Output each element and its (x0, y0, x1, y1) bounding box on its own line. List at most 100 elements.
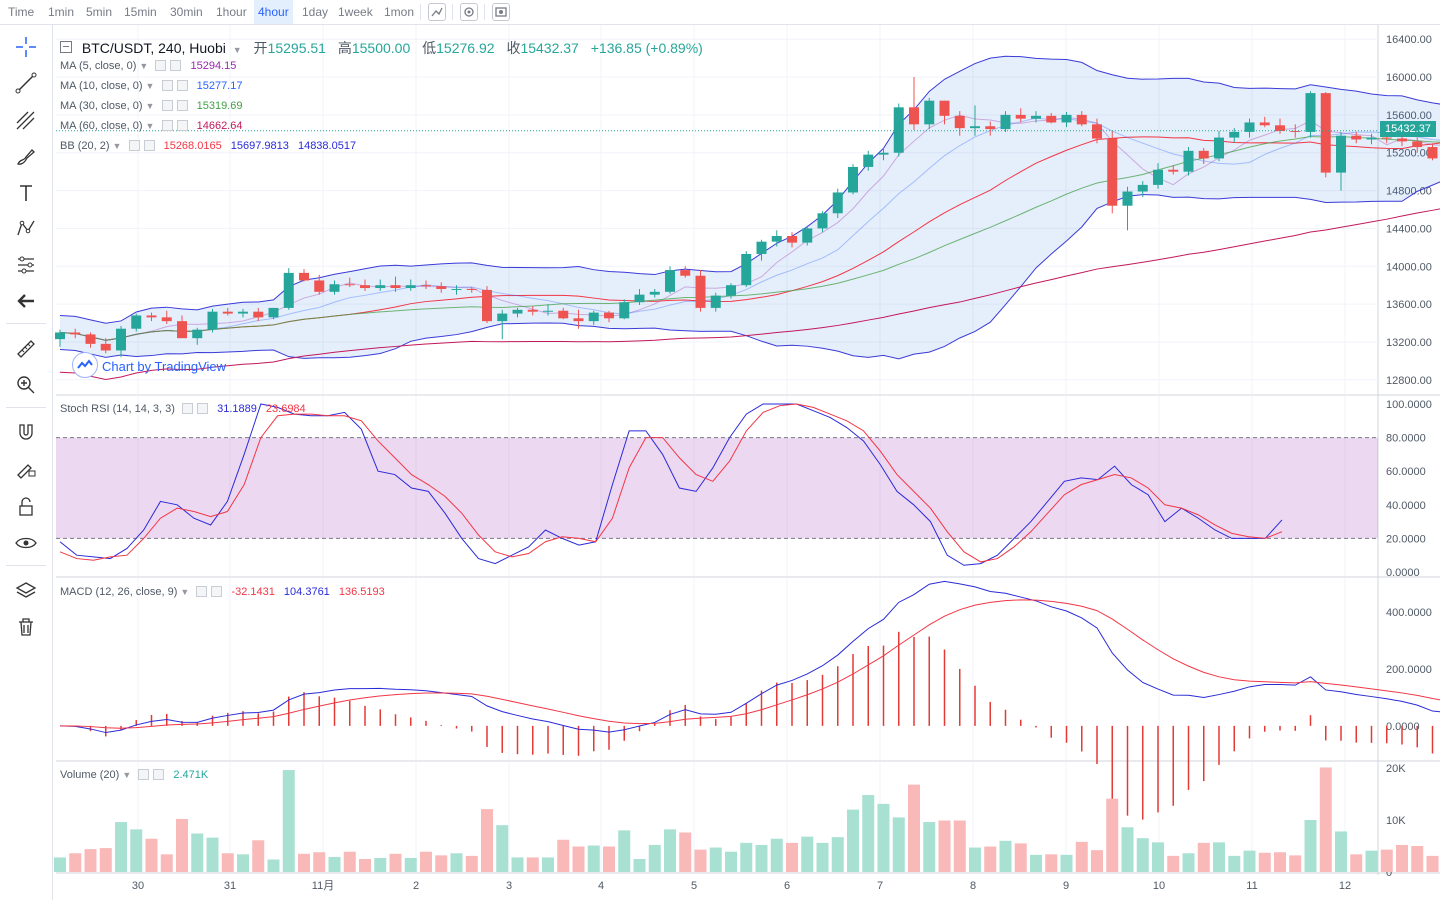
bb-lower-value: 14838.0517 (297, 140, 357, 152)
settings-icon[interactable] (460, 3, 478, 21)
symbol-title[interactable]: BTC/USDT, 240, Huobi (81, 40, 226, 56)
volume-bar (572, 846, 585, 872)
volume-bar (1060, 854, 1073, 872)
ruler-icon[interactable] (12, 335, 40, 363)
volume-bar (633, 859, 646, 872)
screenshot-icon[interactable] (492, 3, 510, 21)
high-value: 15500.00 (351, 40, 411, 56)
back-arrow-icon[interactable] (12, 287, 40, 315)
close-icon[interactable] (211, 586, 223, 597)
indicator-value: 14662.64 (196, 120, 243, 132)
symbol-legend: BTC/USDT, 240, Huobi ▼ 开15295.51 高15500.… (60, 38, 703, 58)
candle-body (1198, 150, 1209, 159)
stoch-k-value: 31.1889 (217, 403, 257, 415)
timeframe-1mon[interactable]: 1mon (384, 5, 415, 19)
settings-icon[interactable] (182, 403, 194, 414)
timeframe-1day[interactable]: 1day (302, 5, 329, 19)
timeframe-30min[interactable]: 30min (170, 5, 203, 19)
candle-body (1183, 150, 1194, 172)
settings-icon[interactable] (161, 120, 173, 131)
trendline-icon[interactable] (12, 69, 40, 97)
time-axis-label: 12 (1339, 880, 1351, 892)
zoom-in-icon[interactable] (12, 371, 40, 399)
pitchfork-icon[interactable] (12, 107, 40, 135)
timeframe-Time[interactable]: Time (8, 5, 35, 19)
chevron-down-icon[interactable]: ▼ (180, 587, 190, 597)
settings-icon[interactable] (155, 60, 167, 71)
collapse-icon[interactable] (60, 41, 72, 53)
chevron-down-icon[interactable]: ▼ (145, 101, 155, 111)
eye-icon[interactable] (12, 529, 40, 557)
candle-body (116, 328, 126, 351)
chevron-down-icon[interactable]: ▼ (122, 770, 132, 780)
close-icon[interactable] (143, 140, 155, 151)
legend-macd[interactable]: MACD (12, 26, close, 9) ▼ -32.1431 104.37… (60, 586, 385, 598)
legend-volume[interactable]: Volume (20) ▼ 2.471K (60, 769, 208, 781)
trash-icon[interactable] (12, 613, 40, 641)
settings-icon[interactable] (161, 80, 173, 91)
chevron-down-icon[interactable]: ▼ (145, 81, 155, 91)
timeframe-4hour[interactable]: 4hour (254, 0, 293, 24)
stoch-axis-label: 40.0000 (1386, 500, 1426, 512)
tradingview-watermark[interactable]: Chart by TradingView (72, 352, 226, 378)
chevron-down-icon[interactable]: ▼ (145, 121, 155, 131)
candle-body (1305, 93, 1316, 132)
indicators-icon[interactable] (428, 3, 446, 21)
close-icon[interactable] (170, 60, 182, 71)
volume-bar (786, 842, 798, 872)
candle-body (161, 317, 172, 322)
candle-body (299, 272, 309, 281)
close-icon[interactable] (153, 769, 165, 780)
timeframe-1hour[interactable]: 1hour (216, 5, 247, 19)
ma60-line (59, 208, 1440, 380)
toolbar-divider (6, 565, 46, 566)
low-label: 低 (422, 40, 437, 56)
chevron-down-icon[interactable]: ▼ (139, 61, 149, 71)
chevron-down-icon[interactable]: ▼ (112, 141, 122, 151)
pattern-icon[interactable] (12, 215, 40, 243)
close-icon[interactable] (176, 120, 188, 131)
chevron-down-icon[interactable]: ▼ (232, 45, 242, 55)
volume-bar (252, 840, 265, 872)
close-icon[interactable] (176, 100, 188, 111)
settings-icon[interactable] (138, 769, 150, 780)
candle-body (421, 285, 431, 287)
candle-body (314, 280, 325, 292)
volume-bar (328, 856, 341, 872)
timeframe-1week[interactable]: 1week (338, 5, 373, 19)
candle-body (222, 311, 233, 314)
legend-ma60[interactable]: MA (60, close, 0) ▼ 14662.64 (60, 120, 242, 132)
legend-bb[interactable]: BB (20, 2) ▼ 15268.0165 15697.9813 14838.… (60, 140, 356, 152)
text-icon[interactable] (12, 179, 40, 207)
indicator-name: Stoch RSI (14, 14, 3, 3) (60, 403, 175, 415)
candle-body (604, 312, 614, 319)
brush-icon[interactable] (12, 143, 40, 171)
close-icon[interactable] (197, 403, 209, 414)
volume-bar (237, 854, 249, 872)
timeframe-5min[interactable]: 5min (86, 5, 113, 19)
legend-stoch[interactable]: Stoch RSI (14, 14, 3, 3) 31.1889 23.6984 (60, 403, 306, 415)
timeframe-15min[interactable]: 15min (124, 5, 157, 19)
legend-ma30[interactable]: MA (30, close, 0) ▼ 15319.69 (60, 100, 242, 112)
volume-bar (679, 832, 692, 872)
candle-body (360, 285, 370, 289)
settings-icon[interactable] (161, 100, 173, 111)
crosshair-icon[interactable] (12, 33, 40, 61)
volume-axis-label: 10K (1386, 815, 1406, 827)
magnet-icon[interactable] (12, 419, 40, 447)
settings-icon[interactable] (196, 586, 208, 597)
layers-icon[interactable] (12, 577, 40, 605)
volume-bar (130, 829, 143, 872)
lock-draw-icon[interactable] (12, 455, 40, 483)
close-icon[interactable] (176, 80, 188, 91)
settings-icon[interactable] (128, 140, 140, 151)
lock-icon[interactable] (12, 493, 40, 521)
volume-bar (969, 847, 981, 872)
volume-bar (496, 825, 509, 872)
legend-ma10[interactable]: MA (10, close, 0) ▼ 15277.17 (60, 80, 242, 92)
volume-bar (221, 853, 234, 872)
legend-ma5[interactable]: MA (5, close, 0) ▼ 15294.15 (60, 60, 236, 72)
timeframe-1min[interactable]: 1min (48, 5, 75, 19)
prediction-icon[interactable] (12, 251, 40, 279)
